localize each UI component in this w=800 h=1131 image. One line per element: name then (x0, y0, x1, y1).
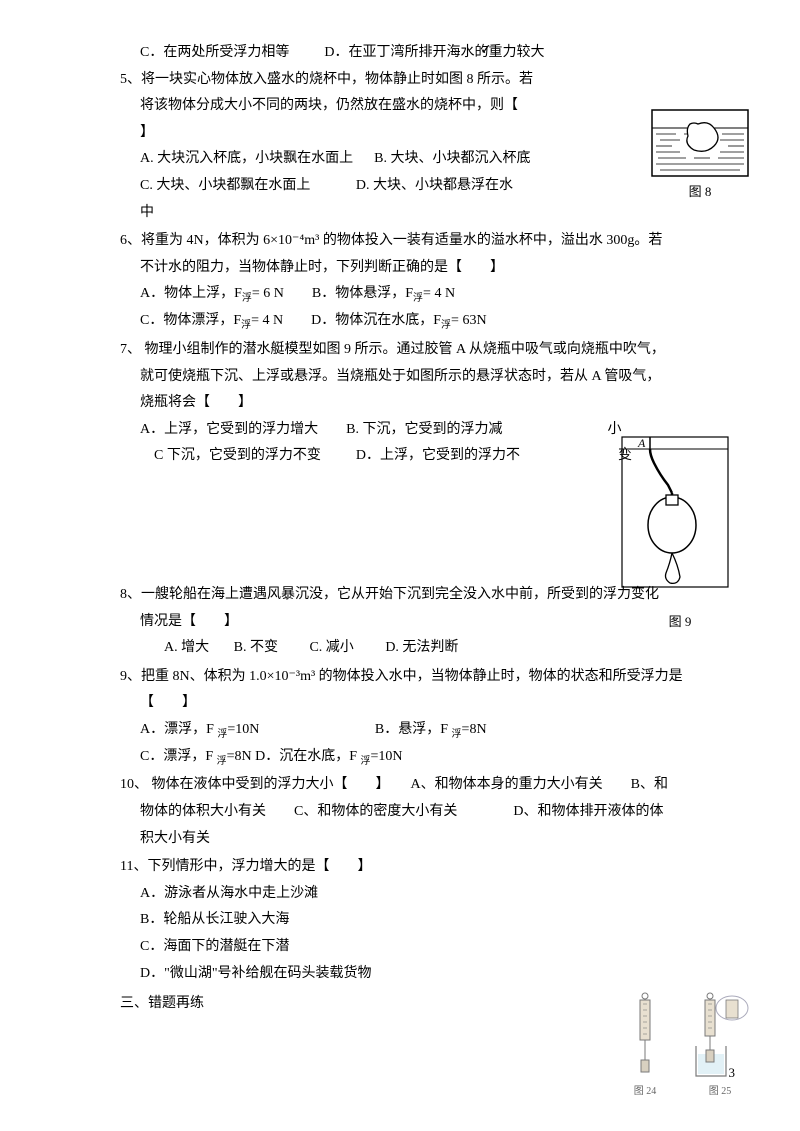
q9-num: 9、 (120, 669, 141, 684)
q10-line1: 物体在液体中受到的浮力大小【 】 A、和物体本身的重力大小有关 B、和 (152, 777, 668, 792)
svg-text:A: A (637, 436, 646, 450)
figure-24: 图 24 (630, 992, 660, 1101)
q5-opt-c: C. 大块、小块都飘在水面上 (140, 178, 310, 193)
q5-opt-d: D. 大块、小块都悬浮在水 (356, 178, 513, 193)
beaker-float-icon (650, 108, 750, 178)
q5-line3: 】 (60, 120, 740, 147)
q6-num: 6、 (120, 233, 141, 248)
q8-num: 8、 (120, 587, 141, 602)
q8-opt-d: D. 无法判断 (385, 640, 458, 655)
q5-num: 5、 (120, 72, 141, 87)
q5-opt-a: A. 大块沉入杯底，小块飘在水面上 (140, 151, 353, 166)
q5-line1: 将一块实心物体放入盛水的烧杯中，物体静止时如图 8 所示。若 (141, 72, 533, 87)
q7-opt-d: D．上浮，它受到的浮力不 (356, 448, 520, 463)
fig25-label: 图 25 (690, 1082, 750, 1101)
fig9-label: 图 9 (580, 610, 780, 635)
q9-opt-a: A．漂浮，F 浮=10N (140, 722, 259, 737)
q10-line3: 积大小有关 (60, 826, 740, 853)
opt-c: C．在两处所受浮力相等 (140, 45, 289, 60)
q7-line1: 物理小组制作的潜水艇模型如图 9 所示。通过胶管 A 从烧瓶中吸气或向烧瓶中吹气… (145, 342, 665, 357)
prev-options: C．在两处所受浮力相等 D．在亚丁湾所排开海水的重力较大 (60, 40, 740, 67)
page-number: 3 (729, 1061, 736, 1086)
q10-num: 10、 (120, 777, 148, 792)
figure-25: 图 25 (690, 992, 750, 1101)
question-10: 10、 物体在液体中受到的浮力大小【 】 A、和物体本身的重力大小有关 B、和 … (60, 772, 740, 852)
question-11: 11、下列情形中，浮力增大的是【 】 A．游泳者从海水中走上沙滩 B．轮船从长江… (60, 854, 740, 987)
spring-scale-beaker-icon (690, 992, 750, 1082)
q6-opt-c: C．物体漂浮，F浮= 4 N (140, 313, 283, 328)
q11-num: 11、 (120, 859, 147, 874)
q9-opt-b: B．悬浮，F 浮=8N (375, 722, 487, 737)
question-9: 9、把重 8N、体积为 1.0×10⁻³m³ 的物体投入水中，当物体静止时，物体… (60, 664, 740, 771)
q5-opt-b: B. 大块、小块都沉入杯底 (374, 151, 530, 166)
q11-opt-b: B．轮船从长江驶入大海 (60, 907, 740, 934)
checkmark-icon: ✓ (480, 38, 492, 65)
question-5: 5、将一块实心物体放入盛水的烧杯中，物体静止时如图 8 所示。若 将该物体分成大… (60, 67, 740, 227)
opt-d: D．在亚丁湾所排开海水的重力较大 (324, 45, 544, 60)
q6-opt-d: D．物体沉在水底，F浮= 63N (311, 313, 486, 328)
q9-line2: 【 】 (60, 690, 740, 717)
q7-opt-b: B. 下沉，它受到的浮力减 (346, 422, 502, 437)
q9-opt-cd: C．漂浮，F 浮=8N D．沉在水底，F 浮=10N (140, 749, 403, 764)
submarine-model-icon: A (620, 435, 730, 590)
spring-scale-icon (630, 992, 660, 1082)
figure-9: A 图 9 (620, 435, 730, 590)
q11-opt-d: D．"微山湖"号补给舰在码头装载货物 (60, 961, 740, 988)
q7-num: 7、 (120, 342, 141, 357)
fig24-label: 图 24 (630, 1082, 660, 1101)
q7-line3: 烧瓶将会【 】 (60, 390, 740, 417)
q7-line2: 就可使烧瓶下沉、上浮或悬浮。当烧瓶处于如图所示的悬浮状态时，若从 A 管吸气， (60, 364, 740, 391)
q5-line2: 将该物体分成大小不同的两块，仍然放在盛水的烧杯中，则【 (60, 93, 740, 120)
figure-8: 图 8 (650, 108, 750, 205)
fig8-label: 图 8 (650, 180, 750, 205)
q9-line1: 把重 8N、体积为 1.0×10⁻³m³ 的物体投入水中，当物体静止时，物体的状… (141, 669, 683, 684)
q8-opt-a: A. 增大 (164, 640, 209, 655)
q11-opt-a: A．游泳者从海水中走上沙滩 (60, 881, 740, 908)
q11-opt-c: C．海面下的潜艇在下潜 (60, 934, 740, 961)
q6-opt-a: A．物体上浮，F浮= 6 N (140, 286, 284, 301)
q5-opt-d2: 中 (60, 200, 740, 227)
q8-opt-c: C. 减小 (309, 640, 353, 655)
q7-opt-a: A．上浮，它受到的浮力增大 (140, 422, 318, 437)
q11-line1: 下列情形中，浮力增大的是【 】 (147, 859, 371, 874)
q7-opt-c: C 下沉，它受到的浮力不变 (154, 448, 321, 463)
q6-opt-b: B．物体悬浮，F浮= 4 N (312, 286, 455, 301)
q6-line2: 不计水的阻力，当物体静止时，下列判断正确的是【 】 (60, 255, 740, 282)
q10-line2: 物体的体积大小有关 C、和物体的密度大小有关 D、和物体排开液体的体 (60, 799, 740, 826)
q6-line1: 将重为 4N，体积为 6×10⁻⁴m³ 的物体投入一装有适量水的溢水杯中，溢出水… (141, 233, 662, 248)
q8-line1: 一艘轮船在海上遭遇风暴沉没，它从开始下沉到完全没入水中前，所受到的浮力变化 (141, 587, 659, 602)
question-6: 6、将重为 4N，体积为 6×10⁻⁴m³ 的物体投入一装有适量水的溢水杯中，溢… (60, 228, 740, 335)
q8-opt-b: B. 不变 (234, 640, 278, 655)
